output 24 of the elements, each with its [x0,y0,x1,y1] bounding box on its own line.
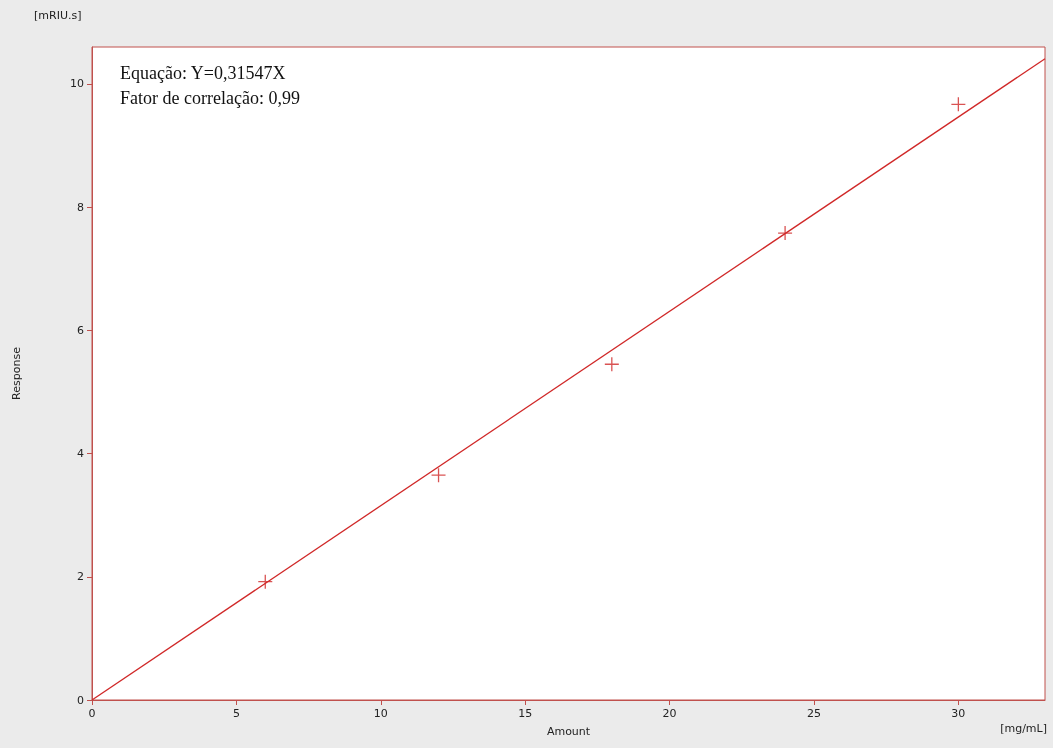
x-tick-label: 15 [518,707,533,720]
x-tick-label: 20 [662,707,677,720]
y-tick-label: 2 [77,570,84,584]
point [604,356,620,372]
y-axis-title: Response [10,346,23,400]
annotation: Equação: Y=0,31547X [120,63,286,83]
x-tick-label: 30 [951,707,966,720]
x-tick-label: 25 [806,707,821,720]
x-tick-label: 0 [88,707,96,720]
x-tick-label: 10 [373,707,388,720]
y-tick-label: 6 [77,323,84,337]
point [257,574,273,590]
text: [mRIU.s] [34,9,82,22]
y-tick-label: 10 [70,77,84,91]
y-tick-label: 4 [77,447,84,461]
x-axis-title: Amount [546,725,591,738]
point [950,96,967,112]
y-tick-label: 0 [77,693,84,707]
x-tick-label: 5 [232,707,240,720]
y-tick-label: 8 [77,200,84,214]
text: [mg/mL] [1000,722,1048,735]
annotation: Fator de correlação: 0,99 [120,88,300,108]
point [777,225,793,241]
point [430,467,447,483]
